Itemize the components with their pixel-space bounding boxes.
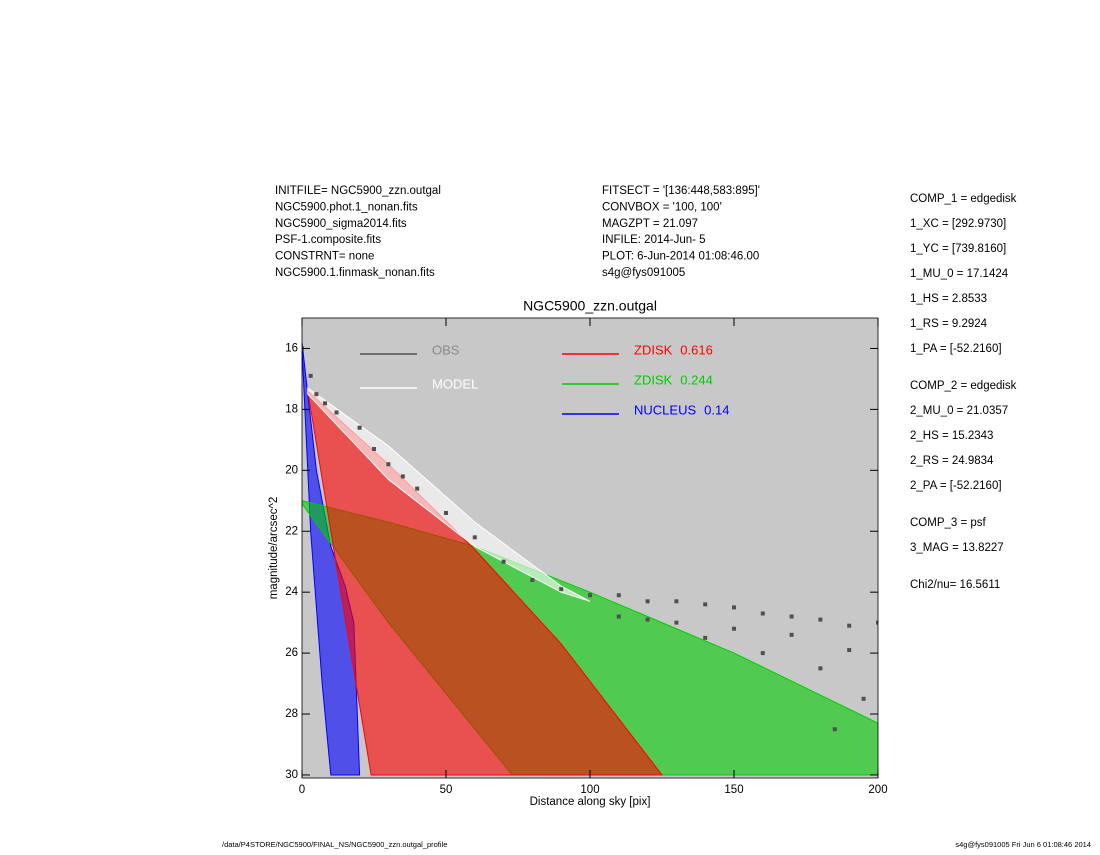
parameter: 3_MAG = 13.8227 [910, 542, 1004, 554]
data-point [789, 632, 794, 637]
data-point [760, 651, 765, 656]
data-point [832, 727, 837, 732]
header-left-line: NGC5900.1.finmask_nonan.fits [275, 267, 435, 279]
data-point [444, 510, 448, 515]
parameter: 2_MU_0 = 21.0357 [910, 405, 1008, 417]
data-point [674, 620, 679, 625]
legend-fraction: 0.616 [680, 342, 713, 357]
y-tick-label: 24 [285, 586, 298, 598]
parameter: 1_PA = [-52.2160] [910, 343, 1002, 355]
legend-label: MODEL [432, 376, 478, 391]
data-point [847, 648, 852, 653]
header-middle-line: CONVBOX = '100, 100' [602, 201, 722, 213]
data-point [559, 587, 564, 592]
plot-area [302, 318, 878, 778]
data-point [789, 614, 794, 619]
y-tick-label: 26 [285, 647, 298, 659]
x-tick-label: 150 [724, 784, 743, 796]
component-area [307, 387, 591, 602]
data-point [530, 577, 535, 582]
data-point [703, 602, 708, 607]
data-point [334, 410, 339, 415]
x-tick-label: 0 [299, 784, 305, 796]
x-axis-label: Distance along sky [pix] [530, 796, 651, 808]
data-point [645, 617, 650, 622]
header-left-line: PSF-1.composite.fits [275, 234, 381, 246]
data-point [818, 666, 823, 671]
data-point [674, 599, 679, 604]
x-tick-label: 100 [580, 784, 599, 796]
legend-fraction: 0.14 [704, 402, 729, 417]
parameter: COMP_3 = psf [910, 517, 987, 529]
data-point [386, 462, 391, 467]
legend-fraction: 0.244 [680, 372, 713, 387]
header-middle-line: PLOT: 6-Jun-2014 01:08:46.00 [602, 251, 759, 263]
x-tick-label: 200 [868, 784, 887, 796]
parameter: 2_RS = 24.9834 [910, 455, 994, 467]
header-middle-line: s4g@fys091005 [602, 267, 685, 279]
data-point [588, 593, 592, 598]
data-point [732, 626, 736, 631]
parameter: 1_RS = 9.2924 [910, 318, 988, 330]
y-tick-label: 28 [285, 708, 298, 720]
header-middle-line: FITSECT = '[136:448,583:895]' [602, 185, 760, 197]
data-point [732, 605, 736, 610]
header-left-line: NGC5900.phot.1_nonan.fits [275, 201, 418, 213]
parameter: 1_HS = 2.8533 [910, 293, 987, 305]
chart-title: NGC5900_zzn.outgal [523, 298, 657, 314]
data-point [314, 392, 319, 397]
data-point [372, 446, 376, 451]
header-left-line: NGC5900_sigma2014.fits [275, 218, 407, 230]
parameter: 1_MU_0 = 17.1424 [910, 268, 1009, 280]
data-point [400, 474, 405, 479]
header-left-line: CONSTRNT= none [275, 251, 374, 263]
y-tick-label: 18 [285, 403, 298, 415]
legend-label: OBS [432, 342, 460, 357]
parameter: 1_XC = [292.9730] [910, 218, 1006, 230]
parameter: Chi2/nu= 16.5611 [910, 579, 1000, 591]
data-point [323, 401, 328, 406]
parameter: 1_YC = [739.8160] [910, 243, 1006, 255]
data-point [645, 599, 650, 604]
legend-label: ZDISK [634, 342, 673, 357]
y-tick-label: 30 [285, 769, 298, 781]
parameter: COMP_1 = edgedisk [910, 193, 1017, 205]
data-point [847, 623, 852, 628]
footer-left: /data/P4STORE/NGC5900/FINAL_NS/NGC5900_z… [222, 840, 447, 849]
header-middle-line: MAGZPT = 21.097 [602, 218, 698, 230]
header-left-line: INITFILE= NGC5900_zzn.outgal [275, 185, 441, 197]
data-point [308, 373, 313, 378]
legend-label: ZDISK [634, 372, 673, 387]
data-point [472, 535, 477, 540]
data-point [616, 593, 621, 598]
data-point [501, 559, 506, 564]
y-tick-label: 22 [285, 525, 298, 537]
data-point [760, 611, 765, 616]
data-point [415, 486, 420, 491]
data-point [818, 617, 823, 622]
legend-label: NUCLEUS [634, 402, 696, 417]
footer-right: s4g@fys091005 Fri Jun 6 01:08:46 2014 [955, 840, 1091, 849]
header-middle-line: INFILE: 2014-Jun- 5 [602, 234, 706, 246]
data-point [861, 696, 866, 701]
parameter: 2_HS = 15.2343 [910, 430, 993, 442]
y-tick-label: 20 [285, 464, 298, 476]
parameter: COMP_2 = edgedisk [910, 380, 1017, 392]
data-point [357, 425, 362, 430]
y-axis-label: magnitude/arcsec^2 [268, 497, 280, 600]
y-tick-label: 16 [285, 342, 298, 354]
parameter: 2_PA = [-52.2160] [910, 480, 1002, 492]
data-point [703, 635, 708, 640]
data-point [876, 620, 878, 625]
x-tick-label: 50 [440, 784, 453, 796]
data-point [616, 614, 621, 619]
